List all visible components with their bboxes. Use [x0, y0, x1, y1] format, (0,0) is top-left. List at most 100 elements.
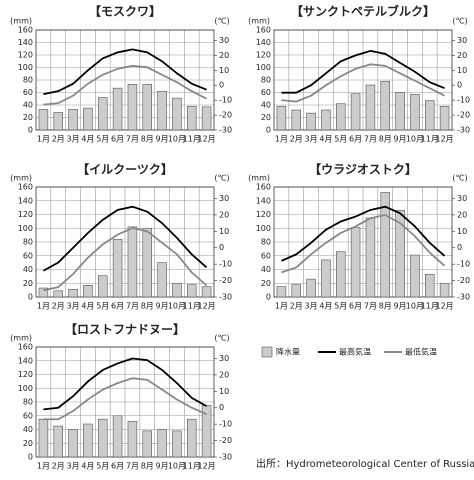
- x-tick-label: 11月: [183, 462, 201, 471]
- y-axis-unit: (mm): [248, 174, 270, 183]
- y2-axis-unit: (℃): [214, 17, 229, 26]
- x-tick-label: 4月: [81, 462, 94, 471]
- bar: [424, 100, 435, 131]
- bar: [380, 80, 390, 131]
- line-series: [43, 357, 208, 411]
- line-series: [43, 48, 207, 96]
- y2-tick-label: 0: [219, 243, 224, 252]
- y-tick-label: 40: [261, 265, 271, 274]
- x-tick-label: 12月: [435, 302, 453, 311]
- y-tick-label: 100: [18, 384, 33, 393]
- bar: [53, 112, 63, 131]
- y2-tick-label: 30: [219, 354, 229, 363]
- line-series: [43, 64, 207, 106]
- y-tick-label: 100: [256, 224, 271, 233]
- x-tick-label: 1月: [275, 302, 288, 311]
- y2-tick-label: 20: [457, 210, 467, 219]
- y-tick-label: 60: [23, 411, 33, 420]
- x-tick-label: 6月: [111, 302, 124, 311]
- y-tick-label: 80: [261, 76, 271, 85]
- x-tick-label: 6月: [111, 135, 124, 144]
- y2-axis-unit: (℃): [452, 17, 467, 26]
- y-tick-label: 40: [261, 101, 271, 110]
- y2-tick-label: -30: [219, 126, 232, 135]
- y-tick-label: 80: [261, 238, 271, 247]
- x-tick-label: 1月: [37, 302, 50, 311]
- y-tick-label: 80: [23, 76, 33, 85]
- x-tick-label: 1月: [275, 135, 288, 144]
- x-tick-label: 1月: [37, 462, 50, 471]
- line-series: [42, 205, 208, 272]
- bar: [335, 103, 346, 131]
- bar: [410, 94, 420, 131]
- legend-label: 降水量: [276, 347, 300, 357]
- y-axis-unit: (mm): [248, 17, 270, 26]
- x-tick-label: 12月: [197, 302, 215, 311]
- x-tick-label: 5月: [96, 462, 109, 471]
- x-tick-label: 3月: [305, 135, 318, 144]
- y-tick-label: 60: [261, 251, 271, 260]
- x-tick-label: 12月: [435, 135, 453, 144]
- bar: [157, 429, 167, 458]
- bar: [38, 418, 49, 458]
- y2-axis-unit: (℃): [452, 174, 467, 183]
- bar: [365, 84, 376, 131]
- y-tick-label: 160: [18, 343, 33, 352]
- line-series: [43, 227, 208, 292]
- y2-tick-label: -10: [219, 420, 232, 429]
- x-tick-label: 5月: [96, 135, 109, 144]
- bar: [172, 97, 182, 131]
- bar: [335, 251, 346, 298]
- y-tick-label: 0: [266, 126, 271, 135]
- y2-tick-label: 30: [457, 36, 467, 45]
- y-tick-label: 20: [261, 113, 271, 122]
- x-tick-label: 6月: [349, 302, 362, 311]
- x-tick-label: 6月: [349, 135, 362, 144]
- x-tick-label: 8月: [141, 462, 154, 471]
- y-axis-unit: (mm): [10, 174, 32, 183]
- bar: [68, 429, 78, 458]
- y-tick-label: 120: [256, 51, 271, 60]
- bar: [306, 112, 316, 131]
- legend-label: 最高気温: [339, 347, 371, 357]
- y2-tick-label: -10: [457, 260, 470, 269]
- y-tick-label: 100: [18, 224, 33, 233]
- bar: [172, 282, 182, 298]
- bar: [83, 423, 93, 458]
- y-tick-label: 160: [256, 26, 271, 35]
- bar: [157, 262, 167, 298]
- y2-tick-label: -20: [219, 436, 232, 445]
- y-tick-label: 100: [256, 63, 271, 72]
- y-tick-label: 80: [23, 238, 33, 247]
- y-tick-label: 120: [18, 370, 33, 379]
- plot-frame: [273, 186, 453, 298]
- bar: [439, 282, 450, 298]
- y2-tick-label: 20: [219, 51, 229, 60]
- y2-tick-label: -20: [457, 276, 470, 285]
- y2-tick-label: -10: [219, 96, 232, 105]
- x-tick-label: 2月: [52, 135, 65, 144]
- y2-axis-unit: (℃): [214, 174, 229, 183]
- y2-tick-label: 0: [457, 81, 462, 90]
- y2-tick-label: 0: [457, 243, 462, 252]
- panel-title: 【モスクワ】: [89, 4, 161, 19]
- y2-tick-label: 30: [219, 36, 229, 45]
- y-tick-label: 140: [18, 38, 33, 47]
- y-tick-label: 120: [256, 210, 271, 219]
- panel-title: 【イルクーツク】: [77, 162, 173, 177]
- y2-tick-label: -30: [219, 453, 232, 462]
- bar: [395, 92, 405, 131]
- y-tick-label: 20: [23, 279, 33, 288]
- plot-frame: [273, 29, 453, 131]
- x-tick-label: 12月: [197, 462, 215, 471]
- y-tick-label: 20: [23, 439, 33, 448]
- bar: [38, 109, 49, 131]
- y-axis-unit: (mm): [10, 334, 32, 343]
- x-tick-label: 9月: [156, 462, 169, 471]
- bar: [306, 278, 316, 298]
- bar: [112, 415, 123, 458]
- y2-tick-label: 30: [219, 194, 229, 203]
- x-tick-label: 10月: [406, 135, 424, 144]
- legend-label: 最低気温: [405, 347, 437, 357]
- y-tick-label: 160: [18, 26, 33, 35]
